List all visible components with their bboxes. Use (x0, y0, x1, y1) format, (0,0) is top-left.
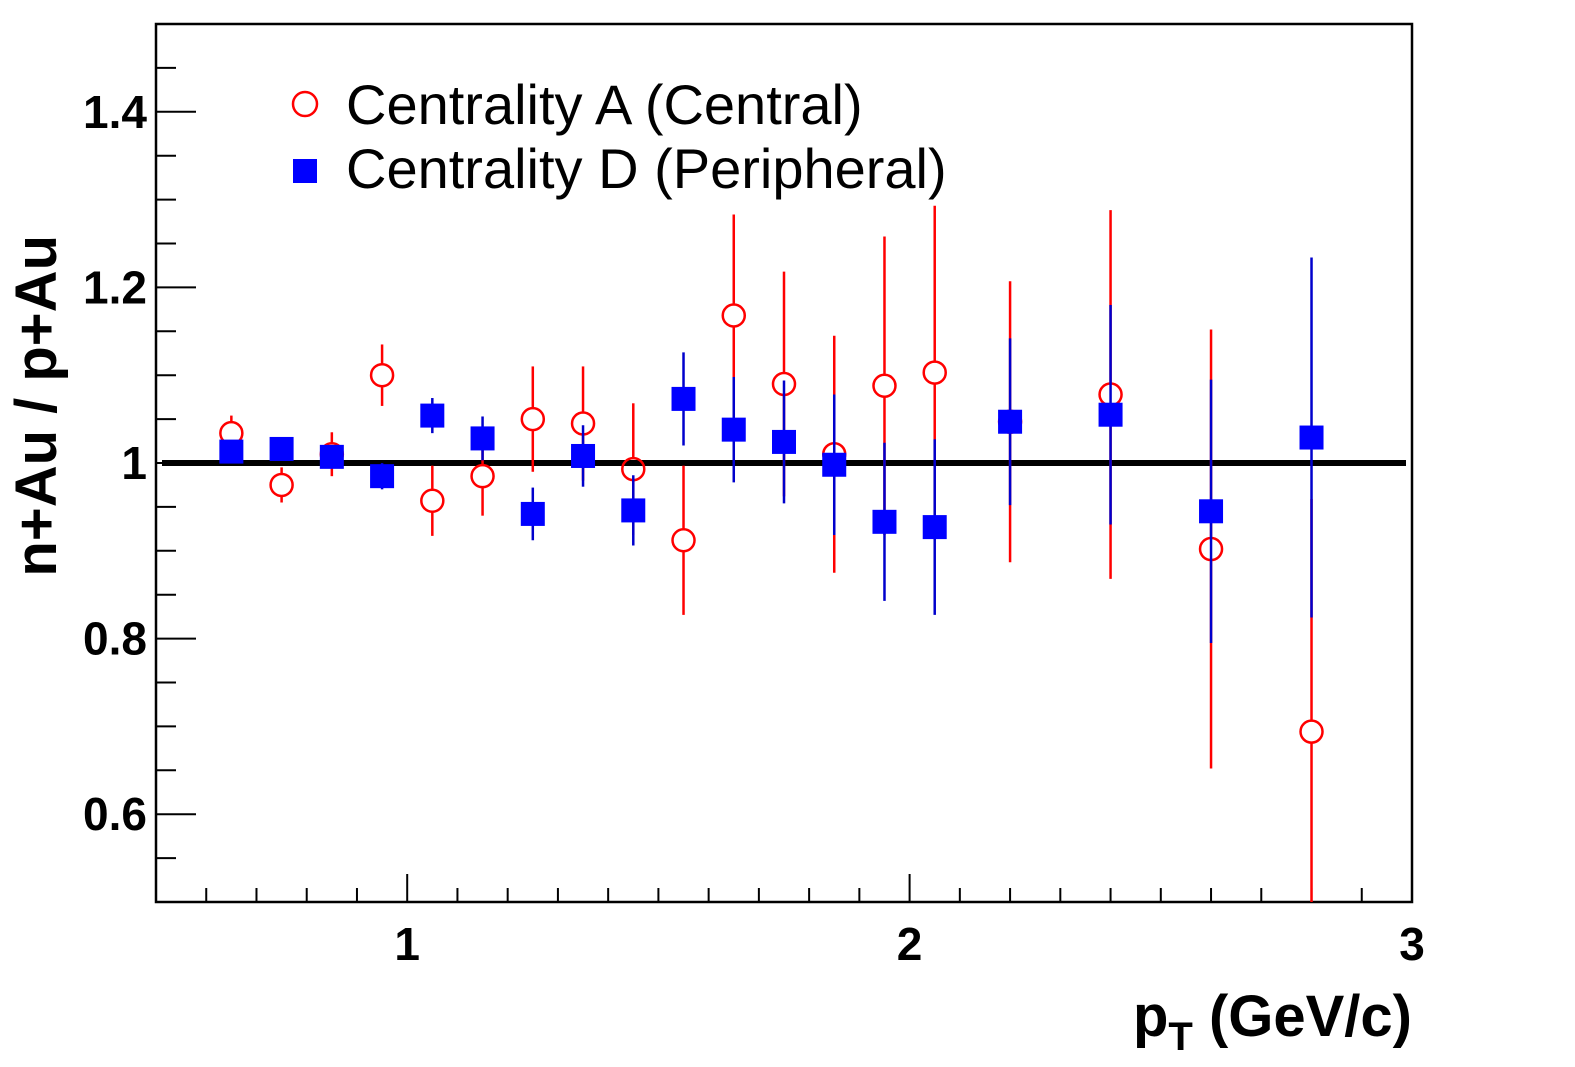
data-point-centrality-a (420, 488, 445, 514)
data-point-centrality-d (269, 436, 294, 461)
data-point-centrality-d (370, 464, 395, 489)
data-point-centrality-d (1199, 499, 1224, 524)
data-point-centrality-a (520, 406, 546, 432)
y-axis-title: n+Au / p+Au (4, 235, 69, 577)
data-point-centrality-d (219, 439, 244, 464)
data-layer (219, 205, 1324, 902)
data-point-centrality-a (922, 360, 947, 385)
data-point-centrality-d (998, 409, 1023, 434)
legend-label-centrality-a: Centrality A (Central) (346, 73, 863, 136)
x-axis-title-space (1193, 984, 1209, 1049)
y-tick-label: 1.2 (83, 261, 147, 313)
x-axis-title-unit: (GeV/c) (1209, 984, 1412, 1049)
y-tick-label: 0.8 (83, 613, 147, 665)
data-point-centrality-d (822, 452, 847, 477)
data-point-centrality-d (872, 509, 897, 534)
data-point-centrality-d (1098, 402, 1123, 427)
data-point-centrality-d (319, 444, 344, 469)
data-point-centrality-a (872, 373, 897, 398)
data-point-centrality-a (369, 362, 395, 388)
legend-label-centrality-d: Centrality D (Peripheral) (346, 137, 947, 200)
x-axis-title-main: p (1133, 984, 1168, 1049)
x-axis-title-sub: T (1168, 1015, 1192, 1059)
y-tick-label: 1.4 (83, 86, 147, 138)
data-point-centrality-d (621, 498, 646, 523)
data-point-centrality-d (420, 403, 445, 428)
data-point-centrality-d (721, 417, 746, 442)
data-point-centrality-d (671, 386, 696, 411)
data-point-centrality-d (772, 429, 796, 454)
y-tick-label: 1 (121, 437, 147, 489)
data-point-centrality-a (721, 303, 747, 328)
legend-marker-centrality-a (291, 90, 319, 118)
data-point-centrality-d (470, 426, 495, 451)
data-point-centrality-a (470, 463, 495, 489)
legend-marker-centrality-d (293, 159, 317, 183)
x-tick-label: 3 (1399, 918, 1425, 970)
data-point-centrality-a (1299, 719, 1324, 744)
x-tick-label: 2 (897, 918, 923, 970)
data-point-centrality-d (922, 515, 947, 540)
data-point-centrality-a (269, 472, 294, 498)
data-point-centrality-d (571, 443, 596, 468)
y-tick-label: 0.6 (83, 788, 147, 840)
x-axis-title: pT (GeV/c) (1133, 984, 1412, 1059)
legend: Centrality A (Central)Centrality D (Peri… (291, 73, 947, 200)
x-tick-label: 1 (394, 918, 420, 970)
data-point-centrality-d (520, 501, 545, 526)
data-point-centrality-d (1299, 425, 1324, 450)
data-point-centrality-a (671, 528, 696, 553)
